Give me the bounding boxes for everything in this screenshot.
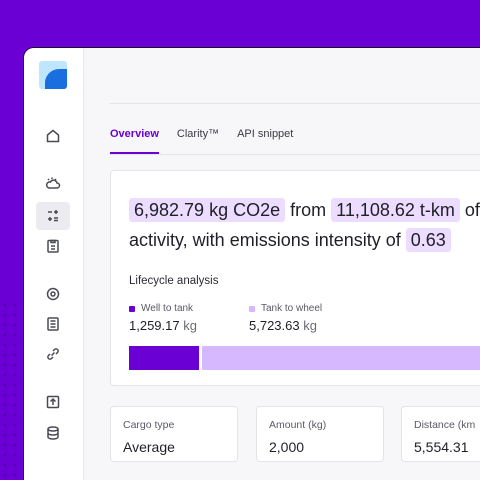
well-to-tank-unit: kg — [183, 318, 197, 333]
legend-tank-to-wheel: Tank to wheel 5,723.63 kg — [249, 303, 322, 333]
legend-label: Tank to wheel — [261, 303, 323, 314]
app-window: Overview Clarity™ API snippet 6,982.79 k… — [24, 48, 480, 480]
database-icon[interactable] — [36, 419, 70, 447]
tab-api-snippet[interactable]: API snippet — [237, 128, 294, 140]
stat-value: Average — [123, 439, 175, 455]
stat-label: Cargo type — [123, 419, 175, 431]
stat-card-cargo-type: Cargo type Average — [110, 406, 238, 462]
stat-card-amount: Amount (kg) 2,000 — [256, 406, 384, 462]
document-icon[interactable] — [36, 310, 70, 338]
tab-overview[interactable]: Overview — [110, 128, 159, 154]
settings-badge-icon[interactable] — [36, 280, 70, 308]
clipboard-icon[interactable] — [36, 232, 70, 260]
weather-icon[interactable] — [36, 170, 70, 198]
emissions-headline: 6,982.79 kg CO2e from 11,108.62 t-km of … — [129, 195, 480, 255]
legend-label: Well to tank — [141, 303, 194, 314]
emissions-value: 6,982.79 kg CO2e — [129, 198, 286, 222]
lifecycle-bar — [129, 346, 480, 370]
stat-value: 5,554.31 — [414, 439, 469, 455]
stat-value: 2,000 — [269, 439, 305, 455]
lifecycle-title: Lifecycle analysis — [129, 275, 219, 287]
sidebar — [24, 48, 84, 480]
legend-swatch-well-to-tank — [129, 305, 135, 312]
tank-to-wheel-value: 5,723.63 — [249, 318, 300, 333]
tank-to-wheel-unit: kg — [303, 318, 317, 333]
tab-clarity[interactable]: Clarity™ — [176, 128, 220, 140]
home-icon[interactable] — [36, 122, 70, 150]
intensity-value: 0.63 — [405, 228, 451, 252]
well-to-tank-value: 1,259.17 — [129, 318, 180, 333]
headline-from: from — [290, 200, 327, 220]
legend-swatch-tank-to-wheel — [249, 305, 255, 312]
link-icon[interactable] — [36, 340, 70, 368]
stat-label: Distance (km — [414, 419, 476, 431]
stat-label: Amount (kg) — [269, 419, 327, 431]
headline-line2: activity, with emissions intensity of — [129, 230, 401, 250]
distance-value: 11,108.62 t-km — [331, 198, 460, 222]
tab-bar: Overview Clarity™ API snippet — [110, 128, 293, 154]
headline-of: of — [464, 200, 480, 220]
app-logo — [39, 61, 67, 89]
bar-segment-tank-to-wheel — [201, 346, 480, 370]
stat-card-distance: Distance (km 5,554.31 — [401, 406, 480, 462]
bar-segment-well-to-tank — [129, 346, 199, 370]
legend-well-to-tank: Well to tank 1,259.17 kg — [129, 303, 197, 333]
calculator-icon[interactable] — [36, 202, 70, 230]
summary-card: 6,982.79 kg CO2e from 11,108.62 t-km of … — [110, 170, 480, 386]
header-divider — [110, 103, 480, 104]
main-content: Overview Clarity™ API snippet 6,982.79 k… — [84, 48, 480, 480]
upload-icon[interactable] — [36, 388, 70, 416]
tabs-divider — [110, 154, 480, 155]
